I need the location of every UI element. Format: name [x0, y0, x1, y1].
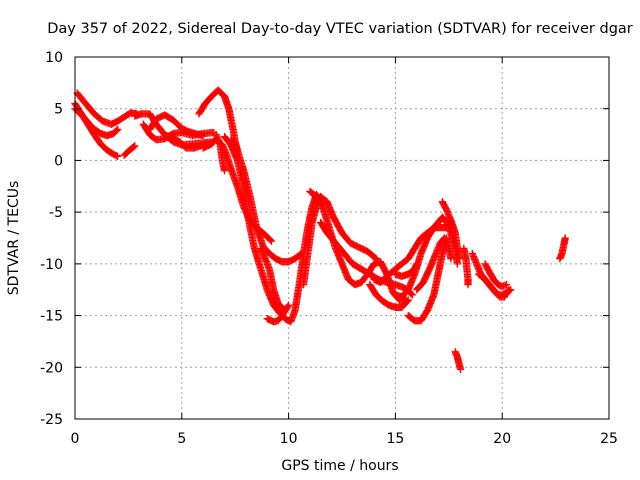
data-point — [501, 281, 509, 289]
data-point — [502, 280, 511, 289]
data-point — [453, 260, 461, 268]
x-tick-label: 15 — [386, 431, 404, 447]
chart-title: Day 357 of 2022, Sidereal Day-to-day VTE… — [47, 21, 633, 37]
series-sat-p — [299, 192, 380, 289]
x-tick-label: 20 — [493, 431, 511, 447]
series-sat-y — [438, 198, 464, 263]
data-point — [504, 287, 512, 295]
series-sat-z — [451, 348, 465, 374]
y-tick-label: 5 — [54, 102, 63, 118]
series-sat-ac — [475, 270, 513, 301]
y-tick-label: -20 — [40, 360, 63, 376]
data-point — [284, 301, 293, 309]
data-point — [455, 255, 464, 263]
data-point — [131, 142, 139, 150]
series-sat-c — [71, 105, 122, 140]
data-point — [403, 297, 411, 305]
plot-frame — [74, 56, 610, 420]
data-point — [220, 167, 229, 175]
x-tick-label: 10 — [280, 431, 298, 447]
data-point — [561, 234, 569, 242]
data-point — [371, 254, 379, 262]
data-point — [267, 237, 276, 245]
y-tick-label: -10 — [40, 257, 63, 273]
data-point — [404, 296, 412, 304]
data-point — [297, 249, 306, 258]
series-sat-d — [120, 142, 139, 159]
x-tick-label: 5 — [177, 431, 186, 447]
series-sat-b — [73, 89, 141, 128]
series-sat-ad — [481, 260, 511, 291]
series-sat-ae — [556, 234, 569, 263]
y-tick-label: -25 — [40, 412, 63, 428]
data-point — [199, 131, 207, 140]
data-point — [504, 286, 513, 294]
data-point — [408, 291, 417, 299]
x-axis-label: GPS time / hours — [281, 458, 398, 474]
data-point — [456, 365, 465, 374]
data-point — [114, 152, 122, 160]
series-sat-n — [257, 244, 288, 315]
data-point — [113, 126, 121, 135]
y-axis-label: SDTVAR / TECUs — [6, 181, 22, 296]
series-sat-k — [212, 130, 229, 175]
data-point — [296, 250, 304, 259]
data-point — [499, 282, 508, 290]
series-sat-g — [146, 111, 207, 140]
y-tick-label: -15 — [40, 309, 63, 325]
series-sat-x — [413, 234, 455, 294]
data-point — [407, 290, 415, 298]
ticks-layer: 0 5 10 15 20 25 10 5 0 -5 -10 -15 -20 -25 — [40, 50, 618, 447]
marks-layer — [71, 86, 569, 374]
series-sat-m — [227, 136, 306, 266]
data-point — [284, 302, 292, 311]
y-tick-label: 10 — [45, 50, 63, 66]
series-sat-o — [263, 301, 293, 326]
series-sat-aa — [460, 244, 472, 289]
series-sat-w — [404, 234, 451, 325]
x-tick-label: 0 — [71, 431, 80, 447]
x-tick-label: 25 — [600, 431, 618, 447]
data-point — [318, 202, 326, 210]
y-tick-label: -5 — [49, 205, 63, 221]
data-point — [447, 255, 455, 263]
grid-layer — [75, 57, 609, 419]
data-point — [130, 143, 138, 151]
series-sat-i — [195, 86, 241, 154]
data-point — [464, 280, 472, 289]
y-tick-label: 0 — [54, 153, 63, 169]
data-point — [232, 145, 241, 153]
data-point — [114, 125, 122, 134]
data-point — [266, 236, 275, 244]
series-sat-s — [366, 280, 412, 311]
